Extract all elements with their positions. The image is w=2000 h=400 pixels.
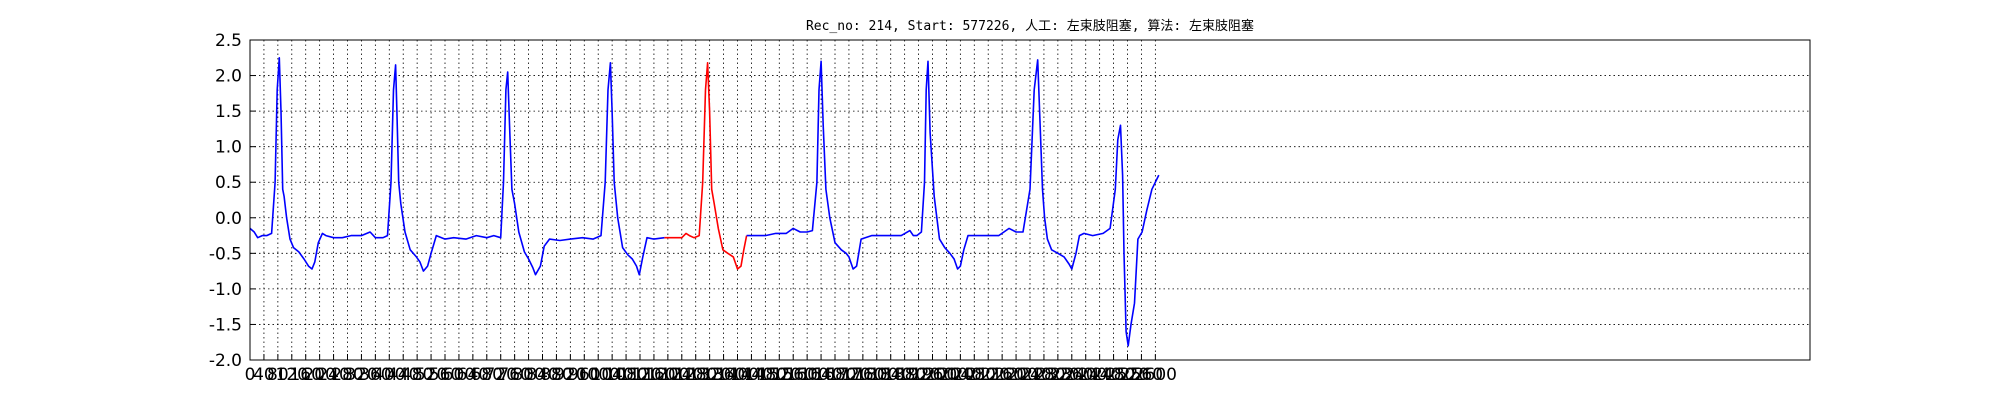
x-tick-label: 880	[540, 365, 572, 385]
x-tick-label: 480	[401, 365, 433, 385]
x-tick-label: 2080	[953, 365, 996, 385]
series-line-2	[664, 61, 748, 270]
series-line-3	[746, 59, 1160, 347]
x-tick-label: 720	[484, 365, 516, 385]
x-tick-label: 760	[498, 365, 530, 385]
x-tick-label: 1600	[786, 365, 829, 385]
plot-area	[250, 40, 1810, 360]
x-tick-label: 600	[443, 365, 475, 385]
x-tick-label: 1680	[813, 365, 856, 385]
y-tick-label: -2.0	[209, 351, 242, 371]
x-tick-label: 1240	[660, 365, 703, 385]
y-tick-label: -1.5	[209, 315, 242, 335]
y-tick-label: 2.0	[215, 67, 242, 87]
x-tick-label: 1440	[730, 365, 773, 385]
x-tick-label: 240	[317, 365, 349, 385]
x-tick-label: 2040	[939, 365, 982, 385]
y-tick-label: 0.0	[215, 209, 242, 229]
x-tick-label: 800	[512, 365, 544, 385]
y-tick-label: -1.0	[209, 280, 242, 300]
x-tick-label: 2600	[1134, 365, 1177, 385]
x-tick-label: 40	[253, 365, 275, 385]
y-tick-label: 0.5	[215, 173, 242, 193]
x-tick-label: 1760	[841, 365, 884, 385]
x-tick-label: 1360	[702, 365, 745, 385]
x-tick-label: 1840	[869, 365, 912, 385]
x-tick-label: 640	[457, 365, 489, 385]
x-tick-label: 1800	[855, 365, 898, 385]
x-tick-label: 2560	[1120, 365, 1163, 385]
x-tick-label: 840	[526, 365, 558, 385]
x-tick-label: 1880	[883, 365, 926, 385]
y-tick-label: 1.0	[215, 138, 242, 158]
x-tick-label: 2320	[1036, 365, 1079, 385]
x-tick-label: 680	[471, 365, 503, 385]
x-tick-label: 1400	[716, 365, 759, 385]
x-tick-label: 2440	[1078, 365, 1121, 385]
x-tick-label: 400	[373, 365, 405, 385]
x-tick-label: 1120	[618, 365, 661, 385]
x-tick-label: 1320	[688, 365, 731, 385]
x-tick-label: 1080	[604, 365, 647, 385]
x-tick-label: 520	[415, 365, 447, 385]
x-tick-label: 200	[303, 365, 335, 385]
series-line-1	[249, 56, 665, 276]
x-tick-label: 440	[387, 365, 419, 385]
x-tick-label: 360	[359, 365, 391, 385]
x-tick-label: 2120	[967, 365, 1010, 385]
chart-title: Rec_no: 214, Start: 577226, 人工: 左束肢阻塞, 算…	[806, 18, 1254, 34]
x-tick-label: 2520	[1106, 365, 1149, 385]
x-tick-label: 2240	[1008, 365, 1051, 385]
y-tick-label: 2.5	[215, 31, 242, 51]
x-tick-label: 1560	[772, 365, 815, 385]
grid	[249, 39, 1810, 361]
x-tick-label: 1920	[897, 365, 940, 385]
x-tick-label: 1640	[799, 365, 842, 385]
x-tick-label: 2280	[1022, 365, 1065, 385]
x-tick-label: 920	[554, 365, 586, 385]
x-tick-label: 320	[345, 365, 377, 385]
y-axis: -2.0 -1.5 -1.0 -0.5 0.0 0.5 1.0 1.5 2.0 2.5	[209, 31, 256, 371]
x-tick-label: 2480	[1092, 365, 1135, 385]
x-tick-label: 2360	[1050, 365, 1093, 385]
x-tick-label: 2160	[981, 365, 1024, 385]
x-tick-label: 1200	[646, 365, 689, 385]
x-tick-label: 0	[245, 365, 256, 385]
x-tick-label: 1720	[827, 365, 870, 385]
x-tick-label: 280	[331, 365, 363, 385]
x-tick-label: 120	[276, 365, 308, 385]
x-tick-label: 1480	[744, 365, 787, 385]
x-tick-label: 960	[568, 365, 600, 385]
x-tick-label: 560	[429, 365, 461, 385]
x-axis: 0408012016020024028032036040044048052056…	[245, 354, 1177, 385]
x-tick-label: 80	[267, 365, 289, 385]
x-tick-label: 2000	[925, 365, 968, 385]
y-tick-label: -0.5	[209, 244, 242, 264]
y-tick-label: 1.5	[215, 102, 242, 122]
x-tick-label: 2400	[1064, 365, 1107, 385]
x-tick-label: 1160	[632, 365, 675, 385]
x-tick-label: 1520	[758, 365, 801, 385]
x-tick-label: 1040	[591, 365, 634, 385]
series-group	[249, 56, 1160, 347]
x-tick-label: 1960	[911, 365, 954, 385]
x-tick-label: 160	[289, 365, 321, 385]
x-tick-label: 1000	[577, 365, 620, 385]
x-tick-label: 2200	[994, 365, 1037, 385]
x-tick-label: 1280	[674, 365, 717, 385]
